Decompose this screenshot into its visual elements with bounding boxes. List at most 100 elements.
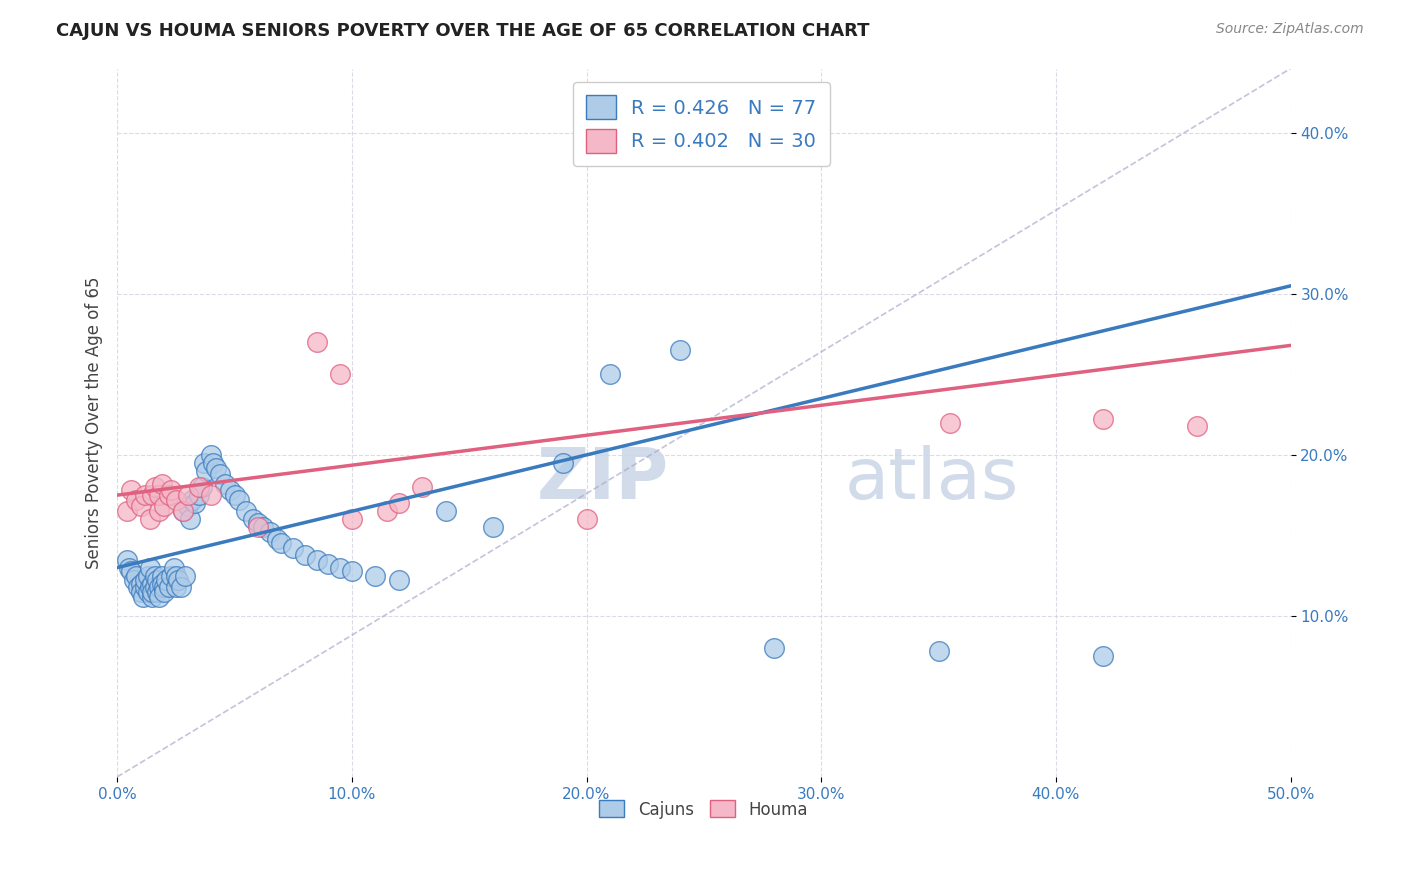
- Point: [1091, 412, 1114, 426]
- Point: [190, 480, 212, 494]
- Point: [200, 448, 222, 462]
- Point: [153, 500, 176, 514]
- Point: [181, 493, 204, 508]
- Text: ZIP: ZIP: [537, 445, 669, 514]
- Point: [172, 504, 194, 518]
- Point: [120, 564, 142, 578]
- Point: [129, 584, 152, 599]
- Point: [176, 500, 198, 514]
- Y-axis label: Seniors Poverty Over the Age of 65: Seniors Poverty Over the Age of 65: [86, 277, 103, 569]
- Point: [129, 500, 152, 514]
- Point: [165, 568, 187, 582]
- Point: [242, 512, 264, 526]
- Point: [202, 456, 225, 470]
- Point: [388, 574, 411, 588]
- Point: [125, 568, 148, 582]
- Point: [160, 568, 183, 582]
- Point: [162, 560, 184, 574]
- Point: [305, 552, 328, 566]
- Point: [411, 480, 433, 494]
- Point: [270, 536, 292, 550]
- Point: [188, 480, 211, 494]
- Point: [340, 512, 363, 526]
- Point: [172, 504, 194, 518]
- Point: [157, 580, 180, 594]
- Point: [141, 584, 163, 599]
- Text: CAJUN VS HOUMA SENIORS POVERTY OVER THE AGE OF 65 CORRELATION CHART: CAJUN VS HOUMA SENIORS POVERTY OVER THE …: [56, 22, 870, 40]
- Point: [283, 541, 305, 556]
- Point: [165, 580, 187, 594]
- Point: [481, 520, 503, 534]
- Point: [141, 590, 163, 604]
- Point: [193, 456, 215, 470]
- Point: [134, 574, 156, 588]
- Point: [148, 580, 170, 594]
- Point: [266, 532, 288, 546]
- Point: [176, 488, 198, 502]
- Point: [139, 580, 162, 594]
- Point: [551, 456, 574, 470]
- Point: [928, 644, 950, 658]
- Point: [118, 560, 141, 574]
- Point: [150, 568, 173, 582]
- Point: [141, 576, 163, 591]
- Point: [169, 580, 191, 594]
- Point: [127, 580, 149, 594]
- Point: [167, 574, 190, 588]
- Point: [209, 467, 232, 482]
- Point: [246, 516, 269, 530]
- Point: [204, 460, 226, 475]
- Point: [122, 574, 145, 588]
- Point: [136, 568, 159, 582]
- Point: [214, 476, 236, 491]
- Point: [150, 576, 173, 591]
- Point: [340, 564, 363, 578]
- Point: [364, 568, 387, 582]
- Point: [259, 525, 281, 540]
- Point: [375, 504, 398, 518]
- Point: [139, 512, 162, 526]
- Point: [148, 488, 170, 502]
- Point: [388, 496, 411, 510]
- Point: [228, 493, 250, 508]
- Point: [179, 512, 201, 526]
- Point: [246, 520, 269, 534]
- Point: [200, 488, 222, 502]
- Point: [146, 574, 169, 588]
- Point: [1185, 418, 1208, 433]
- Point: [125, 493, 148, 508]
- Point: [224, 488, 246, 502]
- Point: [252, 520, 274, 534]
- Point: [183, 496, 205, 510]
- Point: [434, 504, 457, 518]
- Point: [157, 488, 180, 502]
- Point: [669, 343, 692, 358]
- Point: [329, 368, 352, 382]
- Point: [141, 488, 163, 502]
- Point: [599, 368, 621, 382]
- Point: [143, 568, 166, 582]
- Point: [294, 548, 316, 562]
- Point: [148, 590, 170, 604]
- Point: [1091, 649, 1114, 664]
- Point: [939, 416, 962, 430]
- Point: [115, 504, 138, 518]
- Point: [305, 335, 328, 350]
- Point: [148, 504, 170, 518]
- Point: [136, 584, 159, 599]
- Point: [143, 480, 166, 494]
- Point: [143, 580, 166, 594]
- Point: [318, 558, 340, 572]
- Point: [174, 568, 197, 582]
- Point: [129, 576, 152, 591]
- Text: Source: ZipAtlas.com: Source: ZipAtlas.com: [1216, 22, 1364, 37]
- Point: [188, 488, 211, 502]
- Point: [139, 560, 162, 574]
- Point: [763, 641, 786, 656]
- Point: [146, 584, 169, 599]
- Point: [235, 504, 257, 518]
- Legend: Cajuns, Houma: Cajuns, Houma: [593, 794, 815, 825]
- Point: [115, 552, 138, 566]
- Point: [153, 580, 176, 594]
- Point: [160, 483, 183, 498]
